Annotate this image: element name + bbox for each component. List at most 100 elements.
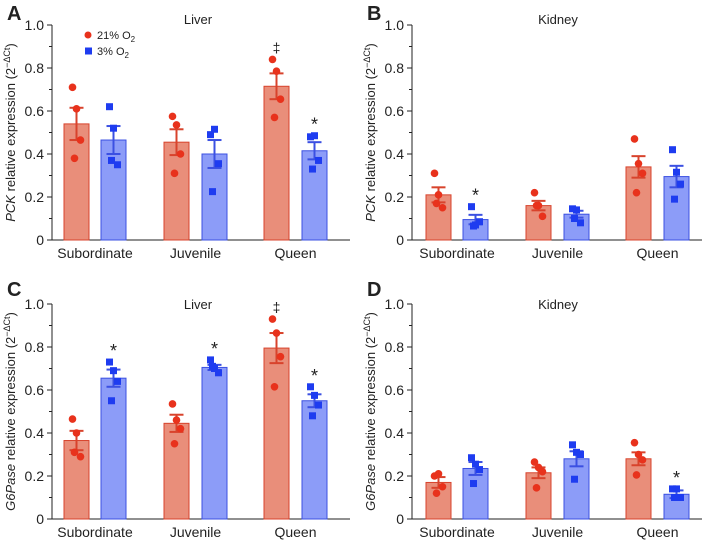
data-point	[70, 448, 79, 457]
bar	[625, 458, 652, 520]
y-tick-label: 0.4	[385, 425, 405, 441]
data-point	[307, 133, 314, 141]
bar	[63, 123, 90, 241]
y-tick-label: 0	[36, 232, 44, 248]
y-tick-label: 0.4	[25, 146, 45, 162]
y-axis-label-superscript: −ΔCt	[362, 47, 372, 68]
data-point	[272, 67, 281, 76]
data-point	[538, 467, 547, 476]
data-point	[207, 356, 214, 364]
data-point	[671, 494, 678, 501]
panel-d: D Kidney 0 0.2 0.4 0.6 0.8 1.0 G6Pase relative e…	[362, 279, 702, 540]
data-point	[468, 203, 475, 211]
y-tick-label: 0.2	[25, 468, 45, 484]
data-point	[68, 415, 77, 423]
y-tick-label: 1.0	[25, 17, 45, 33]
data-point	[569, 441, 576, 449]
y-axis-label-text: relative expression (2	[3, 337, 18, 464]
y-tick-label: 0.8	[385, 60, 405, 76]
y-tick-label: 0.6	[385, 382, 405, 398]
data-point	[270, 382, 279, 391]
significance-mark: *	[110, 341, 117, 361]
legend-label-text: 3% O	[97, 46, 125, 58]
data-point	[276, 95, 285, 103]
y-tick-label: 1.0	[385, 296, 405, 312]
significance-mark: *	[673, 468, 680, 488]
data-point	[432, 199, 441, 208]
data-point	[170, 439, 179, 448]
y-axis-label-gene: G6Pase	[363, 464, 378, 511]
legend-label: 3% O2	[97, 46, 130, 60]
data-point	[532, 201, 541, 210]
y-axis-label-text: relative expression (2	[363, 337, 378, 464]
data-point	[634, 159, 643, 168]
data-point	[72, 429, 81, 437]
x-tick-label: Juvenile	[170, 524, 222, 540]
y-tick-label: 0.2	[385, 468, 405, 484]
data-point	[176, 150, 185, 158]
data-point	[108, 397, 115, 405]
data-point	[638, 169, 647, 178]
significance-mark: *	[211, 339, 218, 359]
x-tick-label: Subordinate	[57, 245, 133, 261]
data-point	[669, 146, 676, 154]
data-point	[677, 494, 684, 501]
data-point	[671, 195, 678, 203]
legend-label-subscript: 2	[131, 35, 136, 44]
data-point	[669, 485, 676, 493]
data-point	[630, 438, 639, 447]
bar	[263, 347, 290, 520]
data-point	[68, 83, 77, 92]
data-point	[315, 156, 322, 164]
y-axis-label: G6Pase relative expression (2−ΔCt)	[2, 312, 18, 511]
bar	[301, 150, 328, 241]
data-point	[569, 205, 576, 213]
bar	[163, 422, 190, 520]
data-point	[476, 466, 483, 474]
y-tick-label: 0	[396, 232, 404, 248]
x-tick-label: Queen	[274, 524, 316, 540]
data-point	[106, 358, 113, 366]
data-point	[634, 450, 643, 459]
x-tick-label: Juvenile	[170, 245, 222, 261]
significance-mark: *	[472, 186, 479, 206]
data-point	[114, 377, 121, 385]
panel-c: C Liver 0 0.2 0.4 0.6 0.8 1.0 G6Pase relative ex…	[2, 279, 350, 540]
panel-letter: B	[367, 3, 381, 25]
y-axis-label: PCK relative expression (2−ΔCt)	[362, 43, 378, 222]
panel-letter: A	[7, 3, 21, 25]
data-point	[434, 470, 443, 478]
data-point	[677, 180, 684, 188]
data-point	[571, 215, 578, 222]
panel-letter: C	[7, 279, 21, 301]
bar	[201, 366, 228, 520]
bar	[563, 458, 590, 520]
panel-title: Liver	[184, 297, 213, 312]
data-point	[573, 206, 580, 214]
x-tick-label: Juvenile	[532, 524, 584, 540]
legend-label-text: 21% O	[97, 30, 131, 42]
bar	[301, 400, 328, 520]
y-tick-label: 0.8	[385, 339, 405, 355]
data-point	[176, 424, 185, 433]
data-point	[114, 161, 121, 169]
data-point	[268, 55, 277, 64]
data-point	[311, 391, 318, 399]
panel-b: B Kidney 0 0.2 0.4 0.6 0.8 1.0 PCK relative expr…	[362, 3, 702, 261]
data-point	[468, 454, 475, 462]
legend-label-subscript: 2	[125, 51, 130, 60]
y-tick-label: 0	[396, 511, 404, 527]
significance-mark: *	[311, 366, 318, 386]
data-point	[76, 136, 85, 144]
y-tick-label: 1.0	[385, 17, 405, 33]
bar	[100, 139, 127, 241]
data-point	[632, 188, 641, 197]
data-point	[106, 103, 113, 111]
data-point	[309, 165, 316, 173]
data-point	[168, 400, 177, 408]
y-axis-label-gene: G6Pase	[3, 464, 18, 511]
data-point	[470, 480, 477, 488]
x-tick-label: Queen	[274, 245, 316, 261]
y-tick-label: 1.0	[25, 296, 45, 312]
x-tick-label: Juvenile	[532, 245, 584, 261]
